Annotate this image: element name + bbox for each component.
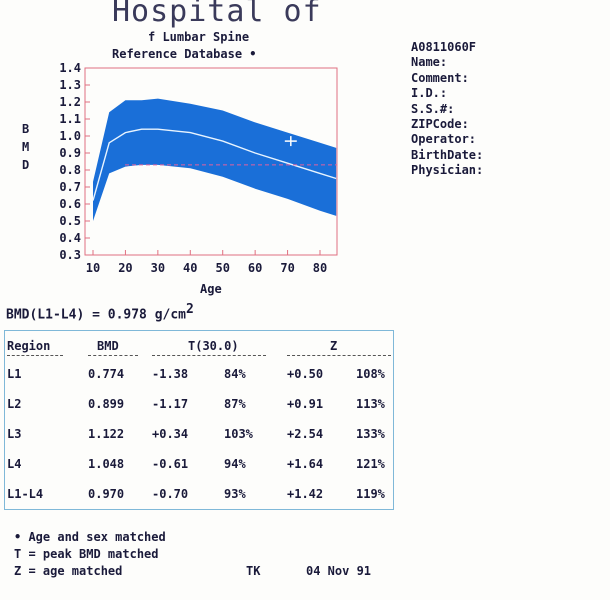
bmd-summary-unit-exponent: 2 [186, 302, 194, 317]
x-tick-label: 60 [248, 261, 262, 275]
cell-t-percent: 93% [224, 487, 246, 501]
patient-info-panel: A0811060F Name: Comment: I.D.: S.S.#: ZI… [411, 40, 483, 179]
header-t-score: T(30.0) [188, 339, 239, 353]
cell-bmd: 0.899 [88, 397, 125, 411]
cell-t-percent: 94% [224, 457, 246, 471]
y-tick-label: 1.0 [59, 129, 81, 143]
cell-z-score: +2.54 [287, 427, 324, 441]
cell-t-score: -1.38 [152, 367, 189, 381]
cell-z-percent: 113% [356, 397, 385, 411]
cell-z-score: +0.91 [287, 397, 324, 411]
zipcode-label: ZIPCode: [411, 117, 469, 132]
cell-region: L3 [7, 427, 22, 441]
birthdate-label: BirthDate: [411, 147, 484, 162]
plot-frame [84, 67, 338, 256]
cell-z-score: +0.50 [287, 367, 324, 381]
physician-label: Physician: [411, 163, 484, 178]
header-z-score: Z [330, 339, 338, 353]
header-rule-z [287, 355, 391, 356]
y-tick-label: 0.8 [59, 163, 81, 177]
cell-bmd: 1.048 [88, 457, 125, 471]
bmd-age-chart: 1.4 1.3 1.2 1.1 1.0 0.9 0.8 0.7 0.6 0.5 0.4 0.3 10 20… [59, 61, 338, 275]
y-tick-label: 0.9 [59, 146, 81, 160]
cell-t-percent: 103% [224, 427, 253, 441]
x-tick-label: 20 [118, 261, 132, 275]
ssn-label: S.S.#: [411, 101, 455, 116]
header-rule-region [7, 355, 63, 356]
operator-label: Operator: [411, 132, 477, 147]
cell-bmd: 1.122 [88, 427, 125, 441]
cell-z-percent: 133% [356, 427, 385, 441]
y-tick-label: 1.4 [59, 61, 81, 75]
cell-region: L1-L4 [7, 487, 44, 501]
cell-z-score: +1.64 [287, 457, 324, 471]
cell-region: L1 [7, 367, 22, 381]
header-rule-bmd [88, 355, 138, 356]
cell-t-score: -0.61 [152, 457, 189, 471]
name-label: Name: [411, 55, 448, 70]
ylabel-letter-d: D [22, 158, 30, 172]
scan-date: 04 Nov 91 [306, 564, 372, 578]
mean-curve [92, 128, 337, 201]
cell-t-score: -0.70 [152, 487, 189, 501]
comment-label: Comment: [411, 70, 469, 85]
cell-z-percent: 121% [356, 457, 385, 471]
x-tick-label: 80 [313, 261, 327, 275]
cell-t-score: -1.17 [152, 397, 189, 411]
cell-bmd: 0.774 [88, 367, 125, 381]
cell-t-percent: 87% [224, 397, 246, 411]
x-axis-label: Age [200, 282, 222, 296]
x-tick-label: 30 [151, 261, 165, 275]
x-tick-label: 40 [183, 261, 197, 275]
y-tick-label: 1.2 [59, 95, 81, 109]
y-tick-label: 1.1 [59, 112, 81, 126]
cell-z-score: +1.42 [287, 487, 324, 501]
header-rule-t [152, 355, 266, 356]
hospital-title: Hospital of [112, 0, 322, 29]
y-tick-label: 0.6 [59, 197, 81, 211]
y-tick-label: 0.4 [59, 231, 81, 245]
reference-database-subtitle: Reference Database • [112, 47, 257, 61]
x-tick-label: 10 [86, 261, 100, 275]
cell-z-percent: 108% [356, 367, 385, 381]
footnote-age-sex: • Age and sex matched [14, 530, 166, 544]
reference-band [93, 98, 337, 221]
scan-region-subtitle: f Lumbar Spine [148, 30, 250, 44]
y-tick-label: 0.7 [59, 180, 81, 194]
x-tick-label: 50 [215, 261, 229, 275]
cell-z-percent: 119% [356, 487, 385, 501]
ylabel-letter-b: B [22, 122, 30, 136]
cell-bmd: 0.970 [88, 487, 125, 501]
cell-region: L2 [7, 397, 22, 411]
y-tick-label: 0.5 [59, 214, 81, 228]
cell-t-score: +0.34 [152, 427, 189, 441]
y-tick-label: 1.3 [59, 78, 81, 92]
id-label: I.D.: [411, 86, 448, 101]
cell-t-percent: 84% [224, 367, 246, 381]
patient-id-code: A0811060F [411, 40, 477, 54]
results-table [4, 330, 394, 510]
operator-initials: TK [246, 564, 261, 578]
footnote-z-score: Z = age matched [14, 564, 123, 578]
header-bmd: BMD [97, 339, 119, 353]
ylabel-letter-m: M [22, 140, 30, 154]
y-tick-label: 0.3 [59, 248, 81, 262]
bmd-summary-text: BMD(L1-L4) = 0.978 g/cm [6, 307, 187, 323]
header-region: Region [7, 339, 51, 353]
footnote-t-score: T = peak BMD matched [14, 547, 159, 561]
cell-region: L4 [7, 457, 22, 471]
bmd-summary: BMD(L1-L4) = 0.978 g/cm2 [6, 302, 194, 322]
x-tick-label: 70 [280, 261, 294, 275]
